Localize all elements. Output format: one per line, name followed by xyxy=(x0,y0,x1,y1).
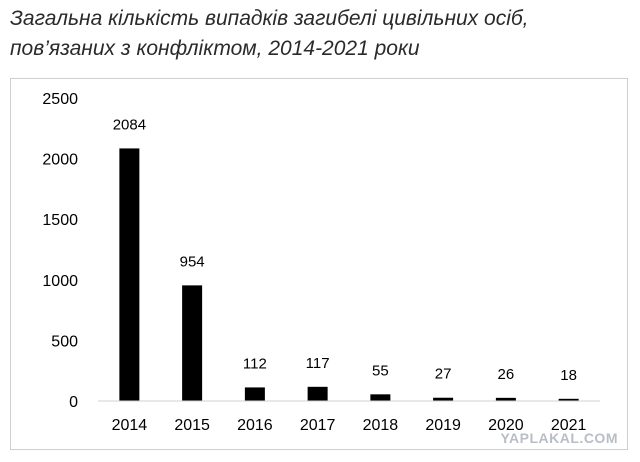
data-label-2015: 954 xyxy=(180,253,205,270)
y-axis: 0 500 1000 1500 2000 2500 xyxy=(42,91,78,411)
data-label-2021: 18 xyxy=(560,367,577,384)
y-tick-label: 1000 xyxy=(42,273,78,290)
y-tick-label: 1500 xyxy=(42,212,78,229)
bar-2014 xyxy=(119,148,139,401)
data-label-2017: 117 xyxy=(306,355,330,372)
bar-2016 xyxy=(245,387,265,401)
x-tick-label-2014: 2014 xyxy=(112,417,148,434)
bars xyxy=(119,148,578,401)
bar-2017 xyxy=(308,387,328,401)
y-tick-label: 2500 xyxy=(42,91,78,108)
x-tick-label-2015: 2015 xyxy=(174,417,210,434)
x-tick-label-2018: 2018 xyxy=(363,417,399,434)
data-label-2018: 55 xyxy=(372,362,389,379)
y-tick-label: 2000 xyxy=(42,152,78,169)
watermark-text: YAPLAKAL.COM xyxy=(501,430,619,446)
y-tick-label: 500 xyxy=(51,333,78,350)
data-label-2019: 27 xyxy=(435,366,452,383)
bar-2018 xyxy=(370,394,390,401)
x-tick-label-2016: 2016 xyxy=(237,417,273,434)
data-label-2016: 112 xyxy=(243,355,267,372)
data-label-2014: 2084 xyxy=(113,116,146,133)
y-tick-label: 0 xyxy=(69,394,78,411)
data-label-2020: 26 xyxy=(498,366,515,383)
x-tick-label-2019: 2019 xyxy=(425,417,461,434)
x-tick-label-2017: 2017 xyxy=(300,417,336,434)
bar-2015 xyxy=(182,285,202,401)
